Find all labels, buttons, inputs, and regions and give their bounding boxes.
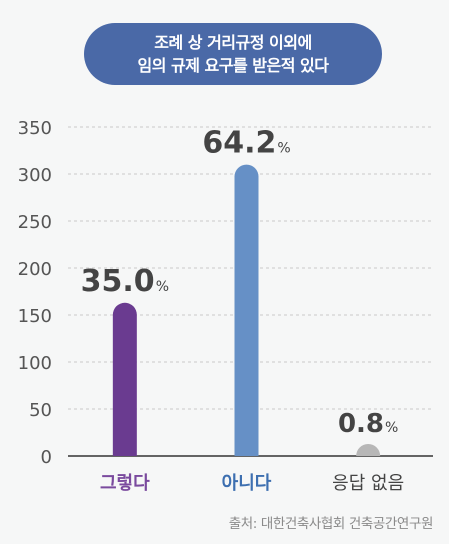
x-category-label: 아니다	[222, 473, 272, 494]
y-tick-label: 250	[18, 212, 52, 233]
bar-3	[356, 444, 381, 456]
data-label-1: 35.0%	[81, 264, 169, 299]
chart-title-banner: 조례 상 거리규정 이외에 임의 규제 요구를 받은적 있다	[84, 23, 382, 85]
chart-title-line-1: 조례 상 거리규정 이외에	[154, 33, 312, 52]
source-note: 출처: 대한건축사협회 건축공간연구원	[228, 516, 434, 532]
x-category-label: 응답 없음	[332, 473, 404, 494]
y-tick-label: 0	[41, 447, 52, 468]
bar-2	[234, 164, 259, 456]
y-tick-label: 100	[18, 353, 52, 374]
y-tick-label: 150	[18, 306, 52, 327]
y-tick-label: 300	[18, 165, 52, 186]
y-tick-label: 200	[18, 259, 52, 280]
y-tick-label: 50	[29, 400, 52, 421]
chart-title-line-2: 임의 규제 요구를 받은적 있다	[137, 56, 329, 75]
bar-1	[112, 302, 137, 456]
y-tick-label: 350	[18, 118, 52, 139]
data-label-2: 64.2%	[202, 126, 290, 161]
x-category-label: 그렇다	[100, 473, 150, 494]
data-label-3: 0.8%	[338, 409, 398, 439]
